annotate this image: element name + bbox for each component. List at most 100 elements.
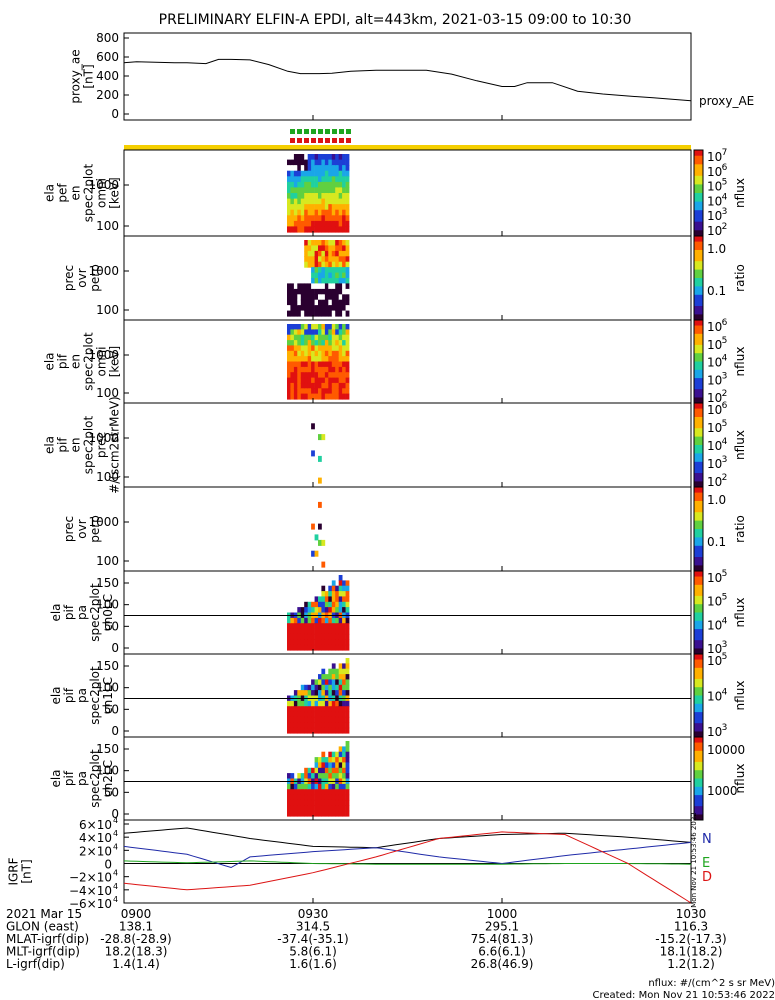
spectrogram-cell	[338, 245, 343, 252]
spectrogram-cell	[293, 283, 298, 290]
spectrogram-cell	[297, 372, 302, 379]
spectrogram-cell	[311, 181, 315, 189]
panel-8-ylabel-line: pif	[62, 770, 76, 786]
spectrogram-cell	[304, 356, 308, 363]
spectrogram-cell	[335, 329, 339, 336]
spectrogram-cell	[304, 617, 308, 624]
spectrogram-cell	[345, 226, 350, 233]
colorbar-tick-label: 10	[707, 725, 722, 739]
spectrogram-cell	[314, 250, 319, 257]
spectrogram-cell	[290, 299, 295, 306]
spectrogram-cell	[335, 294, 339, 301]
igrf-tick-exponent: 4	[113, 816, 118, 825]
spectrogram-cell	[287, 299, 291, 306]
spectrogram-cell	[300, 644, 305, 651]
colorbar-step	[694, 684, 703, 688]
spectrogram-cell	[297, 324, 302, 330]
spectrogram-cell	[328, 700, 333, 707]
colorbar-step	[694, 593, 703, 597]
zone-marker-green	[339, 129, 344, 134]
spectrogram-cell	[345, 220, 350, 228]
spectrogram-cell	[345, 294, 350, 301]
spectrogram-cell	[335, 716, 339, 723]
spectrogram-cell	[287, 283, 291, 290]
spectrogram-cell	[342, 198, 346, 205]
igrf-tick-exponent: 4	[113, 829, 118, 838]
colorbar-step	[694, 447, 703, 452]
spectrogram-cell	[300, 684, 305, 691]
spectrogram-cell	[321, 783, 326, 790]
spectrogram-cell	[297, 329, 302, 336]
spectrogram-cell	[300, 283, 305, 290]
spectrogram-cell	[287, 334, 291, 341]
spectrogram-cell	[338, 209, 343, 216]
spectrogram-cell	[297, 361, 302, 368]
spectrogram-cell	[338, 187, 343, 194]
spectrogram-cell	[321, 674, 326, 681]
colorbar-step	[694, 161, 703, 165]
spectrogram-cell	[297, 226, 302, 233]
spectrogram-cell	[345, 639, 350, 646]
spectrogram-cell	[331, 639, 336, 646]
spectrogram-cell	[318, 272, 322, 279]
spectrogram-cell	[345, 751, 350, 758]
colorbar-tick-exponent: 2	[722, 389, 728, 399]
spectrogram-cell	[328, 366, 333, 373]
spectrogram-cell	[345, 591, 350, 598]
colorbar-step	[694, 475, 703, 480]
spectrogram-cell	[311, 767, 315, 774]
spectrogram-cell	[297, 310, 302, 317]
spectrogram-cell	[324, 644, 329, 651]
colorbar-step	[694, 811, 703, 815]
spectrogram-cell	[311, 345, 315, 352]
spectrogram-cell	[324, 628, 329, 635]
spectrogram-cell	[287, 305, 291, 312]
spectrogram-cell	[328, 294, 333, 301]
spectrogram-cell	[287, 159, 291, 166]
colorbar-step	[694, 509, 703, 513]
spectrogram-cell	[324, 388, 329, 395]
spectrogram-cell	[335, 799, 339, 806]
spectrogram-cell	[287, 773, 291, 780]
spectrogram-cell	[297, 220, 302, 228]
spectrogram-cell	[300, 204, 305, 211]
spectrogram-cell	[331, 226, 336, 233]
spectrogram-cell	[338, 711, 343, 718]
colorbar-step	[694, 651, 703, 655]
spectrogram-cell	[328, 382, 333, 389]
spectrogram-cell	[304, 181, 308, 189]
colorbar-step	[694, 609, 703, 613]
panel-3-ylabel-line: spec2plot	[82, 332, 96, 391]
spectrogram-cell	[318, 324, 322, 330]
spectrogram-cell	[297, 773, 302, 780]
spectrogram-cell	[293, 716, 298, 723]
spectrogram-cell	[331, 757, 336, 764]
colorbar-step	[694, 436, 703, 440]
spectrogram-cell	[345, 366, 350, 373]
colorbar-step	[694, 238, 703, 243]
spectrogram-cell	[287, 382, 291, 389]
colorbar-step	[694, 175, 703, 180]
panel-3-ylabel-line: [keV]	[108, 346, 122, 377]
colorbar-step	[694, 322, 703, 327]
spectrogram-cell	[342, 388, 346, 395]
spectrogram-cell	[342, 181, 346, 189]
spectrogram-cell	[287, 187, 291, 194]
spectrogram-cell	[324, 170, 329, 177]
spectrogram-cell	[328, 639, 333, 646]
spectrogram-cell	[297, 299, 302, 306]
spectrogram-cell	[328, 165, 333, 172]
spectrogram-cell	[287, 329, 291, 336]
spectrogram-cell	[318, 154, 322, 161]
spectrogram-cell	[293, 334, 298, 341]
spectrogram-cell	[290, 170, 295, 177]
spectrogram-cell	[328, 393, 333, 400]
spectrogram-cell	[331, 805, 336, 812]
spectrogram-cell	[338, 722, 343, 729]
spectrogram-cell	[304, 226, 308, 233]
spectrogram-cell	[300, 334, 305, 341]
spectrogram-cell	[335, 250, 339, 257]
colorbar-step	[694, 534, 703, 538]
colorbar-step	[694, 543, 703, 547]
spectrogram-cell	[321, 700, 326, 707]
